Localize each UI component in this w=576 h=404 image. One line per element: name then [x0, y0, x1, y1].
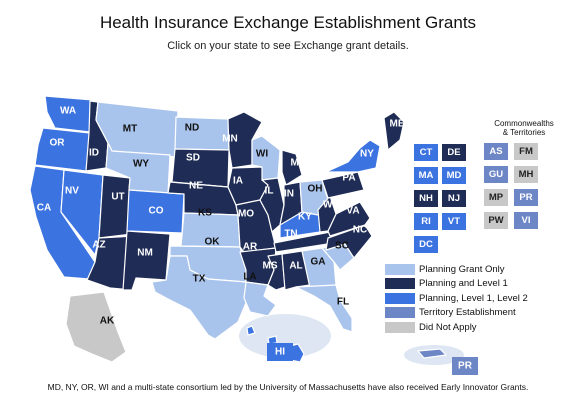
state-ak[interactable]	[65, 291, 127, 363]
state-or[interactable]	[34, 127, 91, 172]
state-ny[interactable]	[325, 139, 381, 173]
legend-item: Did Not Apply	[385, 320, 528, 335]
legend: Planning Grant Only Planning and Level 1…	[385, 262, 528, 335]
territory-gu[interactable]: GU	[484, 166, 508, 183]
hawaii-inset-backdrop	[239, 314, 331, 358]
territory-pw[interactable]: PW	[484, 212, 508, 229]
state-wy[interactable]	[105, 142, 171, 194]
legend-item: Territory Establishment	[385, 306, 528, 321]
state-tx[interactable]	[151, 255, 249, 340]
small-state-de[interactable]: DE	[442, 144, 466, 161]
legend-item: Planning, Level 1, Level 2	[385, 291, 528, 306]
state-pa[interactable]	[321, 171, 365, 199]
legend-label: Did Not Apply	[419, 321, 477, 333]
small-state-vt[interactable]: VT	[442, 213, 466, 230]
state-ks[interactable]	[180, 212, 241, 248]
small-state-dc[interactable]: DC	[414, 236, 438, 253]
page-subtitle: Click on your state to see Exchange gran…	[167, 40, 409, 52]
state-la[interactable]	[243, 281, 277, 317]
legend-swatch	[385, 321, 415, 333]
puerto-rico-island[interactable]	[417, 348, 447, 359]
small-state-ma[interactable]: MA	[414, 167, 438, 184]
legend-label: Territory Establishment	[419, 307, 516, 319]
legend-label: Planning and Level 1	[419, 278, 508, 290]
territories-heading: Commonwealths & Territories	[480, 119, 568, 137]
state-mi[interactable]	[281, 149, 303, 186]
state-wa[interactable]	[44, 95, 94, 133]
small-state-nj[interactable]: NJ	[442, 190, 466, 207]
legend-label: Planning, Level 1, Level 2	[419, 292, 528, 304]
state-fl[interactable]	[295, 284, 353, 333]
puerto-rico-label-box[interactable]	[452, 357, 478, 375]
territories-heading-line: & Territories	[502, 128, 546, 137]
page-title: Health Insurance Exchange Establishment …	[99, 13, 477, 32]
small-state-md[interactable]: MD	[442, 167, 466, 184]
legend-swatch	[385, 278, 415, 290]
state-nd[interactable]	[174, 116, 230, 151]
state-ga[interactable]	[301, 247, 337, 289]
state-me[interactable]	[383, 111, 405, 151]
territory-pr[interactable]: PR	[514, 189, 538, 206]
small-state-ri[interactable]: RI	[414, 213, 438, 230]
state-al[interactable]	[281, 250, 311, 291]
small-state-nh[interactable]: NH	[414, 190, 438, 207]
territory-as[interactable]: AS	[484, 143, 508, 160]
territories-heading-line: Commonwealths	[494, 119, 554, 128]
territory-vi[interactable]: VI	[514, 212, 538, 229]
state-il[interactable]	[259, 177, 285, 233]
state-nm[interactable]	[122, 230, 171, 291]
legend-item: Planning Grant Only	[385, 262, 528, 277]
footnote: MD, NY, OR, WI and a multi-state consort…	[47, 382, 529, 392]
small-state-ct[interactable]: CT	[414, 144, 438, 161]
hawaii-label-box[interactable]	[267, 343, 293, 361]
state-sd[interactable]	[171, 148, 230, 188]
legend-swatch	[385, 307, 415, 319]
territory-mh[interactable]: MH	[514, 166, 538, 183]
legend-label: Planning Grant Only	[419, 263, 505, 275]
legend-swatch	[385, 292, 415, 304]
state-co[interactable]	[126, 189, 185, 234]
territory-mp[interactable]: MP	[484, 189, 508, 206]
legend-item: Planning and Level 1	[385, 277, 528, 292]
territory-fm[interactable]: FM	[514, 143, 538, 160]
state-va[interactable]	[327, 201, 371, 237]
legend-swatch	[385, 263, 415, 275]
